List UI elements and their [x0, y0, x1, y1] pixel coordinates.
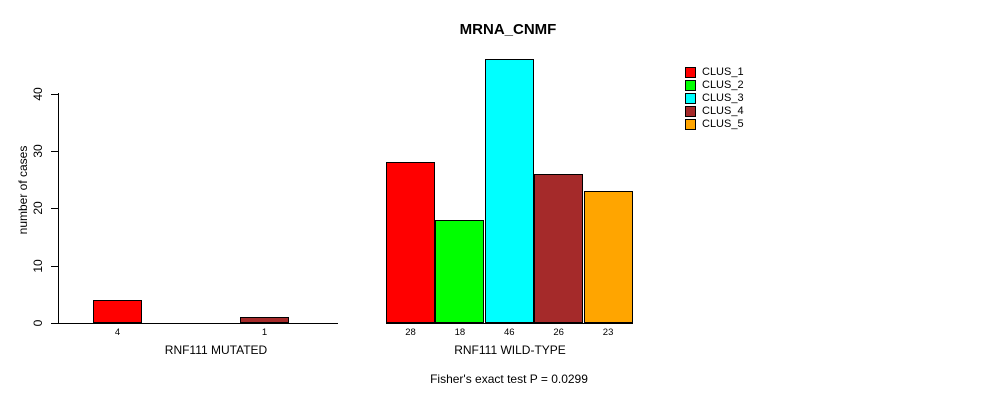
y-tick-label: 20: [31, 201, 45, 215]
bar-value-label: 4: [114, 327, 121, 338]
legend-item-label: CLUS_5: [702, 117, 744, 130]
legend-item-label: CLUS_3: [702, 91, 744, 104]
legend-color-swatch: [685, 79, 696, 91]
bar-value-label: 18: [454, 327, 466, 338]
legend-item-label: CLUS_1: [702, 65, 744, 78]
chart-title: MRNA_CNMF: [459, 21, 557, 38]
bar-CLUS_1: [386, 162, 435, 323]
bar-CLUS_4: [240, 317, 289, 323]
legend-item: CLUS_2: [685, 79, 744, 92]
y-tick-mark: [51, 266, 58, 267]
bar-CLUS_1: [93, 300, 142, 323]
legend-item: CLUS_3: [685, 92, 744, 105]
y-tick-mark: [51, 208, 58, 209]
bar-value-label: 26: [553, 327, 564, 338]
group-label-mutated: RNF111 MUTATED: [164, 343, 268, 357]
y-axis-line: [58, 93, 59, 324]
legend-color-swatch: [685, 92, 696, 104]
legend-item: CLUS_1: [685, 66, 744, 79]
legend-item-label: CLUS_4: [702, 104, 744, 117]
fisher-test-footnote: Fisher's exact test P = 0.0299: [430, 372, 588, 386]
y-axis-label: number of cases: [16, 145, 30, 235]
bar-CLUS_3: [485, 59, 534, 323]
y-tick-label: 40: [31, 86, 45, 101]
x-axis-baseline: [58, 323, 338, 324]
y-tick-label: 0: [31, 319, 45, 327]
bar-CLUS_5: [584, 191, 633, 323]
bar-value-label: 46: [504, 327, 515, 338]
legend-color-swatch: [685, 66, 696, 78]
legend-item: CLUS_5: [685, 118, 744, 131]
bar-CLUS_2: [435, 220, 484, 323]
bar-value-label: 23: [602, 327, 614, 338]
y-tick-label: 10: [31, 258, 45, 273]
legend: CLUS_1 CLUS_2 CLUS_3 CLUS_4 CLUS_5: [685, 66, 744, 130]
legend-color-swatch: [685, 118, 696, 130]
y-tick-mark: [51, 151, 58, 152]
y-tick-label: 30: [31, 144, 45, 158]
legend-item: CLUS_4: [685, 105, 744, 118]
group-label-wild-type: RNF111 WILD-TYPE: [454, 343, 566, 357]
legend-item-label: CLUS_2: [702, 78, 744, 91]
bar-CLUS_4: [534, 174, 583, 323]
x-axis-baseline: [386, 323, 633, 324]
bar-value-label: 1: [261, 327, 268, 338]
bar-value-label: 28: [405, 327, 416, 338]
legend-color-swatch: [685, 105, 696, 117]
y-tick-mark: [51, 94, 58, 95]
y-tick-mark: [51, 323, 58, 324]
